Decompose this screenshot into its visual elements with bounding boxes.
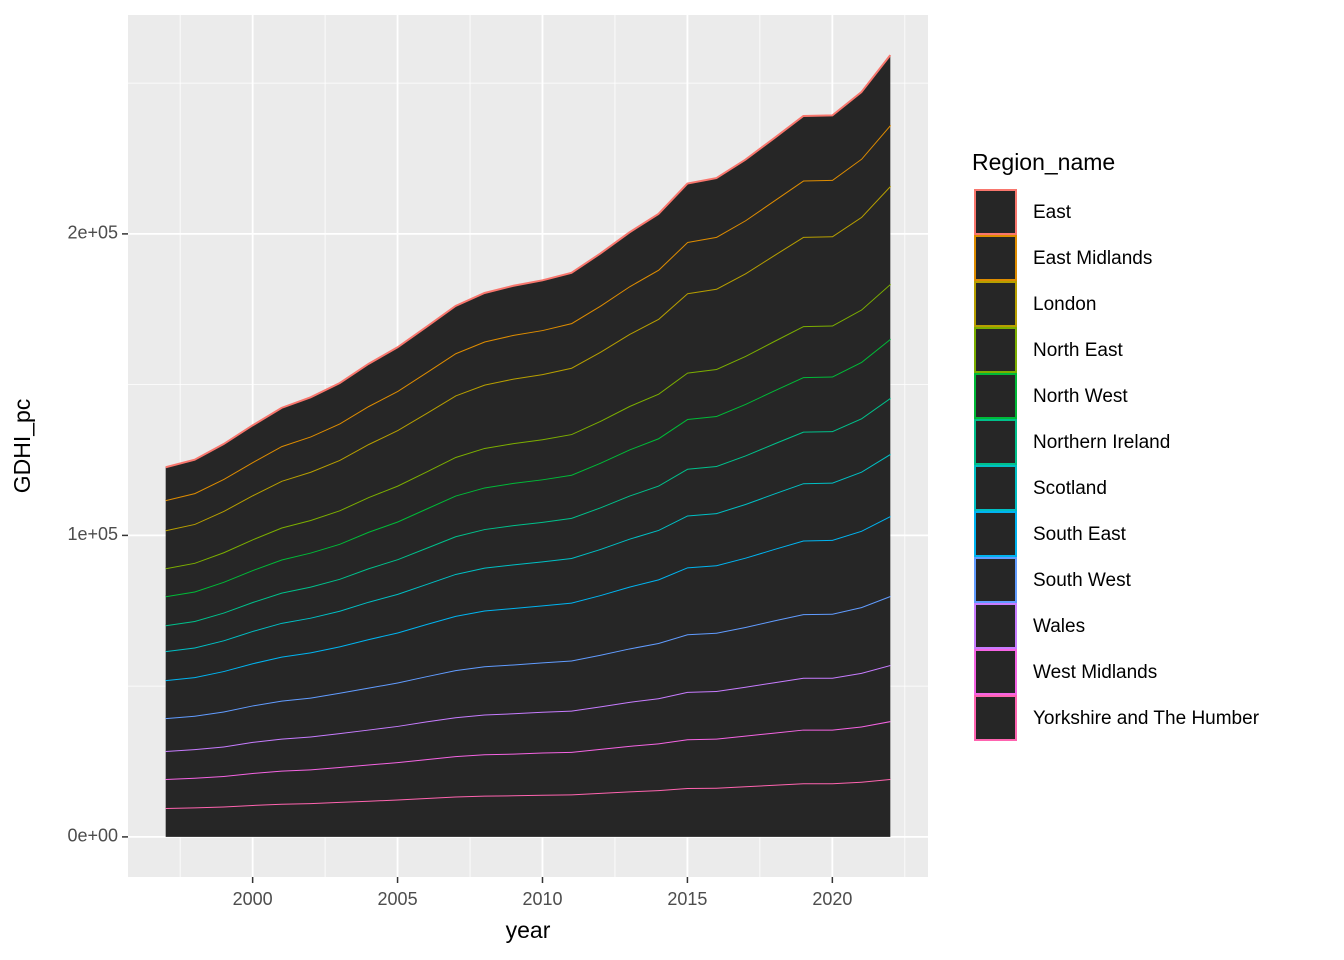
y-tick-label: 2e+05 xyxy=(67,223,118,243)
axes: 0e+00 1e+05 2e+05 2000 2005 2010 2015 2020 xyxy=(67,223,852,909)
legend-key xyxy=(974,557,1017,603)
area xyxy=(165,125,891,531)
legend-key xyxy=(974,649,1017,695)
legend-label: North East xyxy=(1033,340,1123,361)
area-line xyxy=(165,54,892,469)
legend-title: Region_name xyxy=(972,149,1115,175)
legend-label: Wales xyxy=(1033,616,1085,637)
area xyxy=(165,779,891,837)
y-tick-label: 0e+00 xyxy=(67,826,118,846)
legend-key xyxy=(974,373,1017,419)
legend-key xyxy=(974,327,1017,373)
x-tick-label: 2020 xyxy=(812,889,852,909)
y-axis-title: GDHI_pc xyxy=(9,399,35,494)
area xyxy=(165,595,891,751)
legend-label: East Midlands xyxy=(1033,248,1152,269)
x-axis-title: year xyxy=(506,917,551,943)
legend-label: Scotland xyxy=(1033,478,1107,499)
legend-key xyxy=(974,235,1017,281)
legend-key xyxy=(974,189,1017,235)
x-tick-label: 2000 xyxy=(233,889,273,909)
legend-label: Northern Ireland xyxy=(1033,432,1170,453)
areas xyxy=(165,54,892,837)
legend-label: West Midlands xyxy=(1033,662,1157,683)
x-tick-label: 2005 xyxy=(378,889,418,909)
legend-label: Yorkshire and The Humber xyxy=(1033,708,1260,729)
legend-label: North West xyxy=(1033,386,1128,407)
legend-key xyxy=(974,603,1017,649)
legend-key xyxy=(974,511,1017,557)
area xyxy=(165,283,891,597)
x-tick-label: 2015 xyxy=(667,889,707,909)
legend-label: South West xyxy=(1033,570,1132,591)
area xyxy=(165,453,891,681)
x-tick-label: 2010 xyxy=(522,889,562,909)
area xyxy=(165,55,891,501)
legend-label: London xyxy=(1033,294,1096,315)
area xyxy=(165,397,891,652)
legend-label: South East xyxy=(1033,524,1127,545)
area-line xyxy=(165,283,891,570)
area xyxy=(165,721,891,808)
legend-key xyxy=(974,281,1017,327)
legend-label: East xyxy=(1033,202,1072,223)
legend-key xyxy=(974,695,1017,741)
legend-key xyxy=(974,465,1017,511)
y-tick-label: 1e+05 xyxy=(67,524,118,544)
legend-key xyxy=(974,419,1017,465)
area xyxy=(165,665,891,780)
legend: East East Midlands London North East North W… xyxy=(974,189,1260,741)
area-line xyxy=(165,124,892,502)
